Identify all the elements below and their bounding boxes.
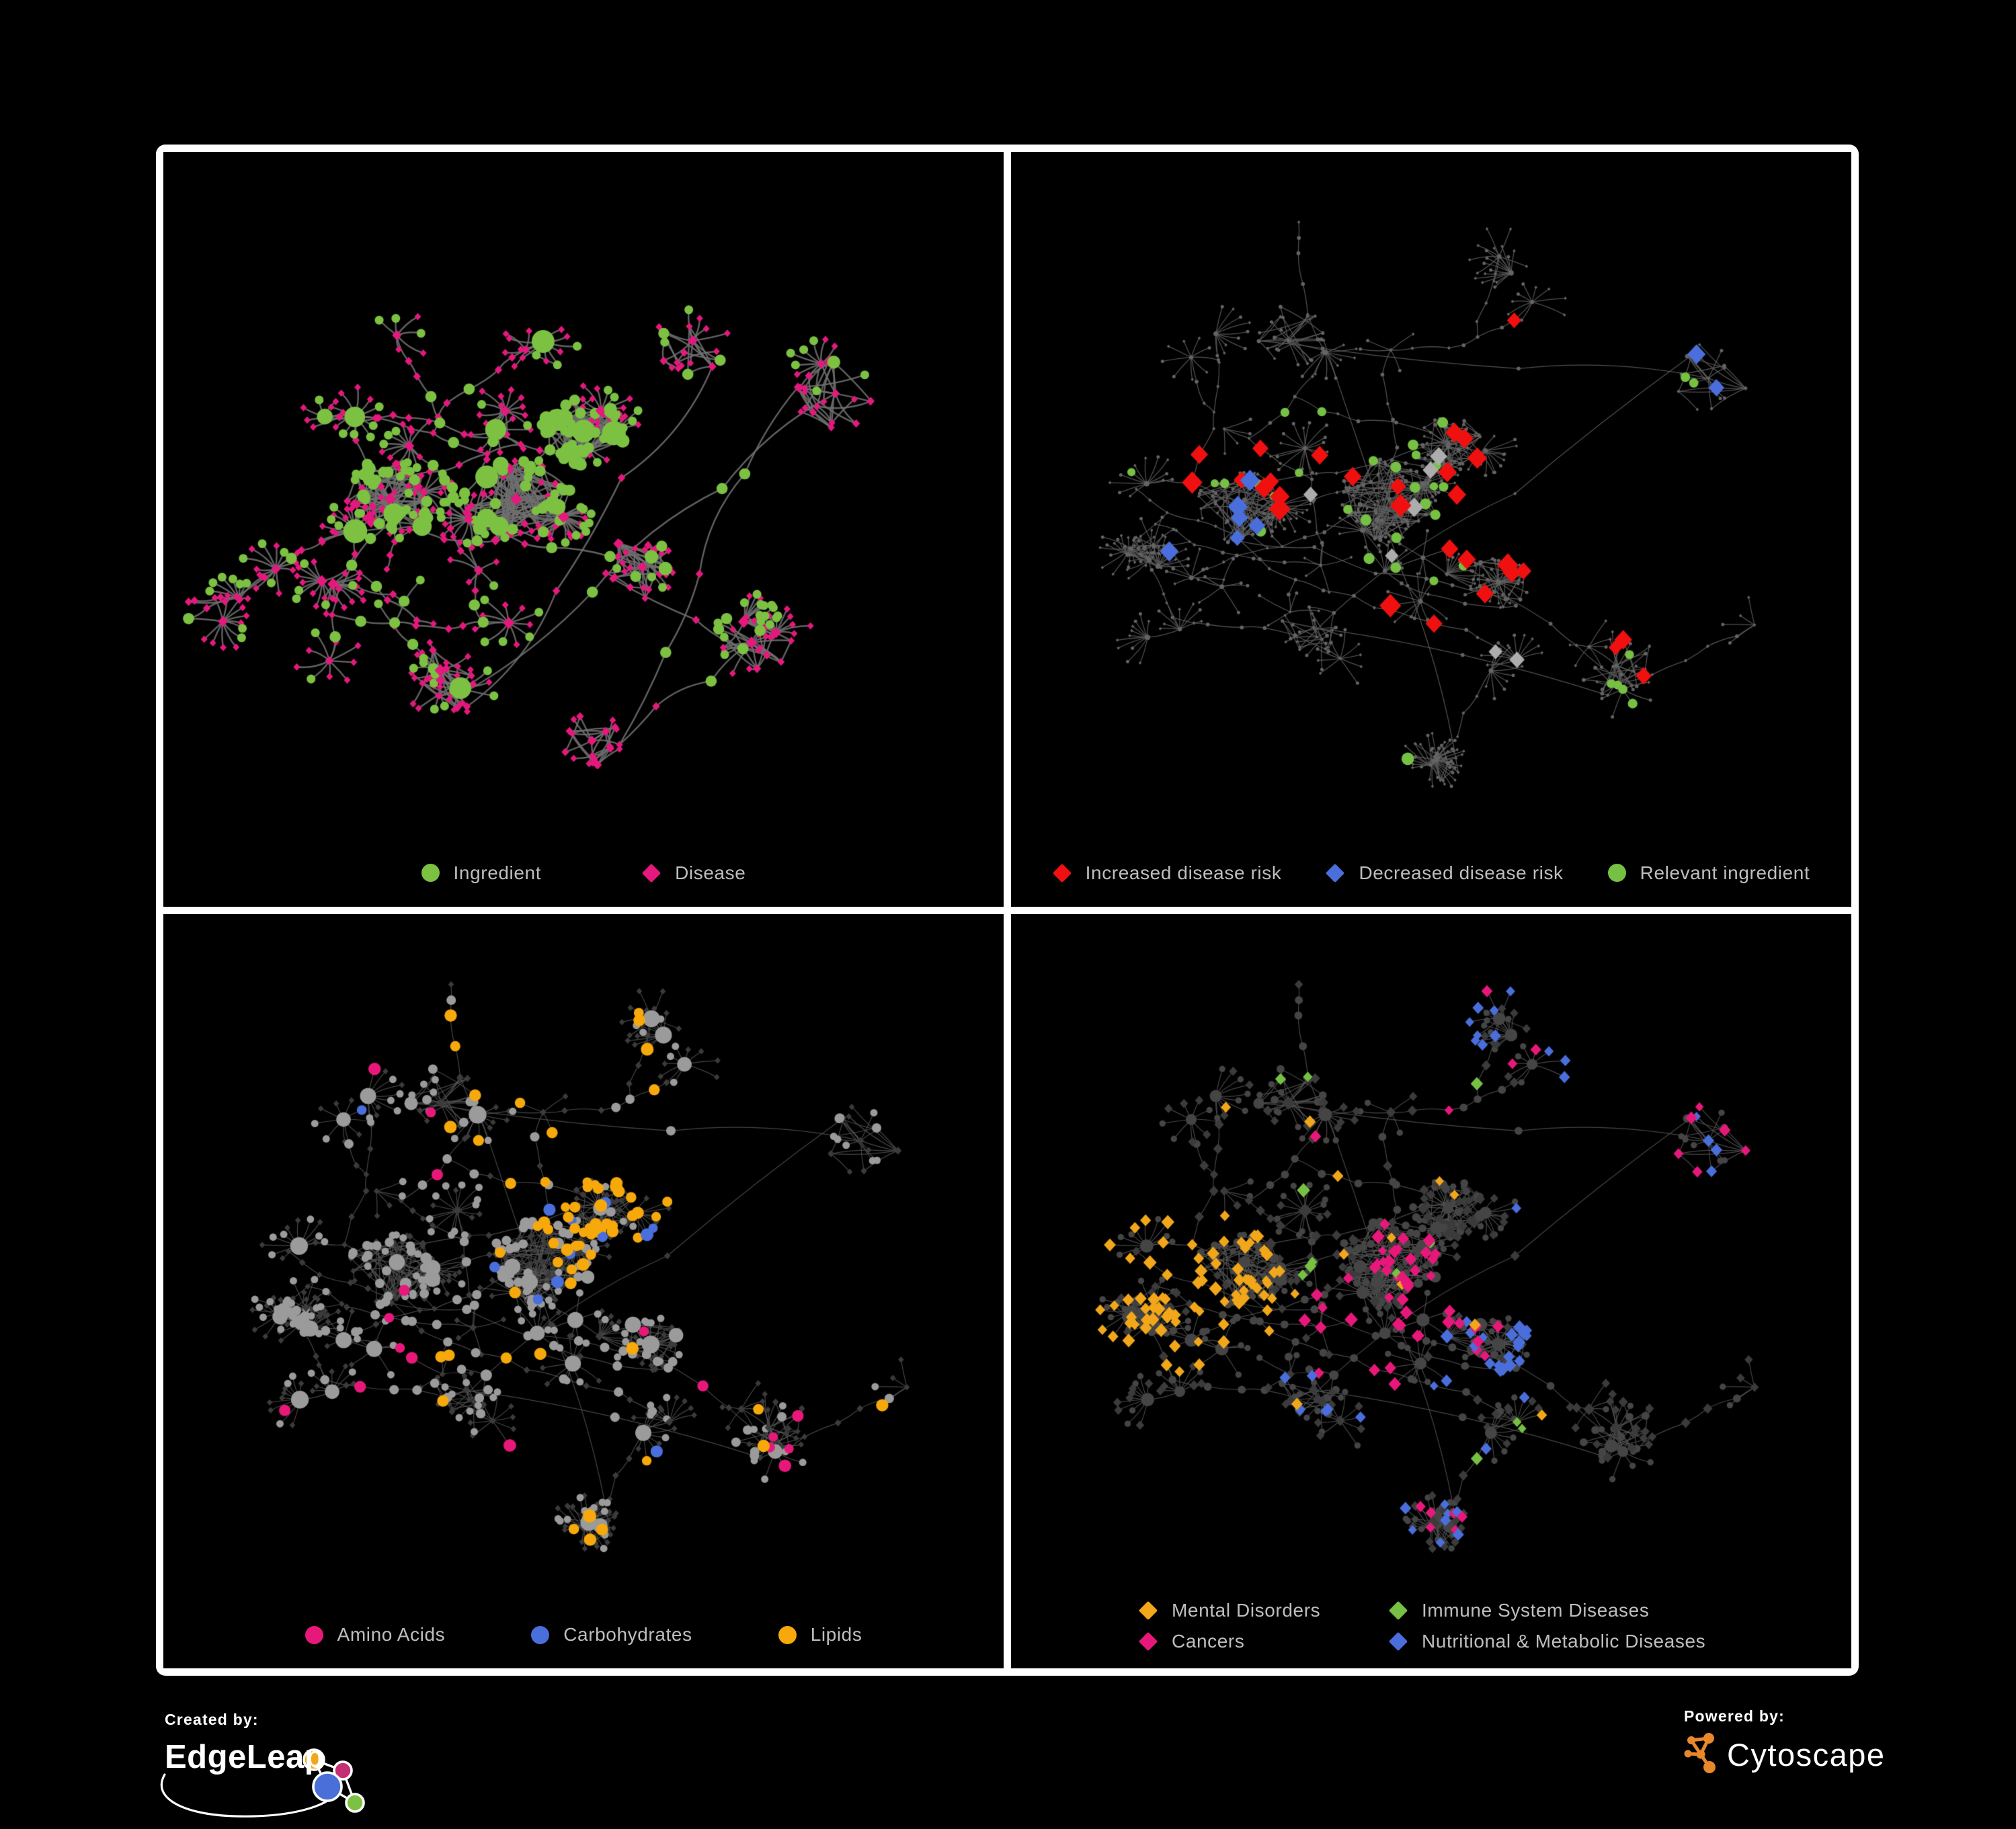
powered-by-label: Powered by: (1684, 1707, 1785, 1725)
network-canvas-disease-category (1011, 913, 1851, 1668)
network-canvas-ingredient-disease (163, 152, 1004, 907)
panel-nutrient-class-network: Amino Acids Carbohydrates Lipids (163, 913, 1004, 1668)
created-by-label: Created by: (165, 1711, 259, 1728)
cytoscape-brand-text: Cytoscape (1727, 1736, 1886, 1773)
powered-by-credit: Powered by: Cytoscape (1684, 1707, 1886, 1777)
edgeleap-brand-text: EdgeLeap (165, 1738, 325, 1775)
panel-disease-category-network: Mental Disorders Immune System Diseases Ca… (1011, 913, 1851, 1668)
panel-ingredient-disease-network: Ingredient Disease (163, 152, 1004, 907)
panel-grid: Ingredient Disease Increased disease risk… (156, 145, 1859, 1676)
network-canvas-nutrient-class (163, 913, 1004, 1668)
cytoscape-logo-icon (1684, 1733, 1716, 1773)
created-by-credit: Created by: EdgeLeap (160, 1711, 365, 1818)
panel-disease-risk-network: Increased disease risk Decreased disease … (1011, 152, 1851, 907)
network-canvas-disease-risk (1011, 152, 1851, 907)
